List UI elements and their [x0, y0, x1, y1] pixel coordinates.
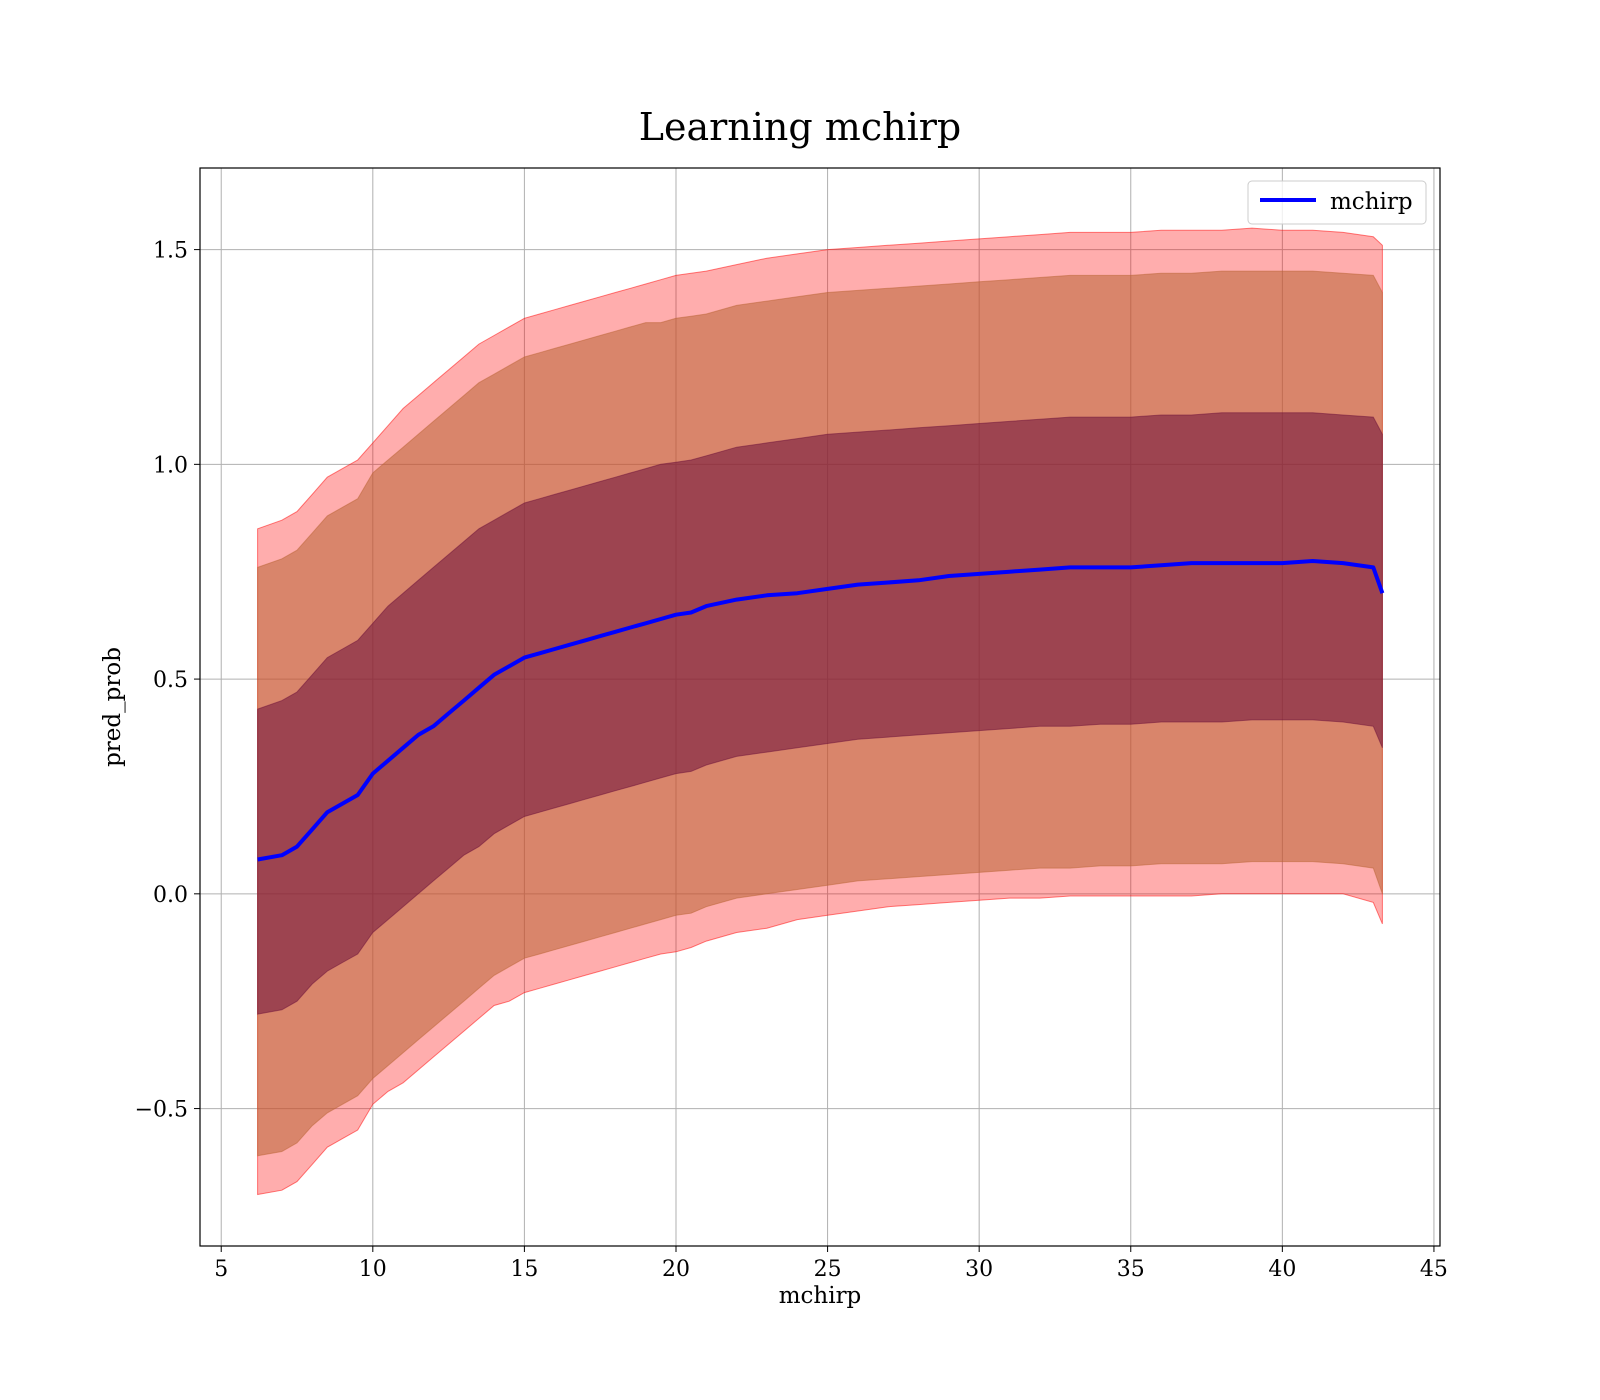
y-axis-ticks: −0.5 0.0 0.5 1.0 1.5	[135, 239, 200, 1123]
legend-box	[1247, 180, 1427, 225]
y-tick-label-4: 1.5	[153, 239, 188, 264]
series-line-mchirp	[257, 559, 1385, 862]
y-tick-label-3: 1.0	[153, 453, 188, 478]
series-lines	[257, 559, 1385, 862]
x-tick-label-3: 20	[662, 1257, 690, 1282]
band-inner	[257, 412, 1383, 1015]
x-tick-label-6: 35	[1117, 1257, 1145, 1282]
x-tick-label-8: 45	[1420, 1257, 1448, 1282]
x-tick-label-4: 25	[814, 1257, 842, 1282]
x-tick-label-7: 40	[1268, 1257, 1296, 1282]
x-tick-label-1: 10	[359, 1257, 387, 1282]
y-axis-label: pred_prob	[100, 647, 126, 767]
legend: mchirp	[1247, 180, 1427, 225]
x-axis-label: mchirp	[779, 1283, 862, 1309]
y-tick-label-1: 0.0	[153, 883, 188, 908]
x-tick-label-0: 5	[214, 1257, 228, 1282]
y-tick-label-2: 0.5	[153, 668, 188, 693]
plot-frame	[199, 167, 1441, 1247]
x-tick-label-5: 30	[965, 1257, 993, 1282]
legend-label-mchirp: mchirp	[1330, 189, 1413, 215]
chart-title: Learning mchirp	[639, 105, 961, 149]
y-tick-label-0: −0.5	[135, 1098, 188, 1123]
x-axis-ticks: 5 10 15 20 25 30 35 40 45	[214, 1246, 1448, 1282]
x-tick-label-2: 15	[510, 1257, 538, 1282]
uncertainty-bands	[257, 227, 1383, 1196]
